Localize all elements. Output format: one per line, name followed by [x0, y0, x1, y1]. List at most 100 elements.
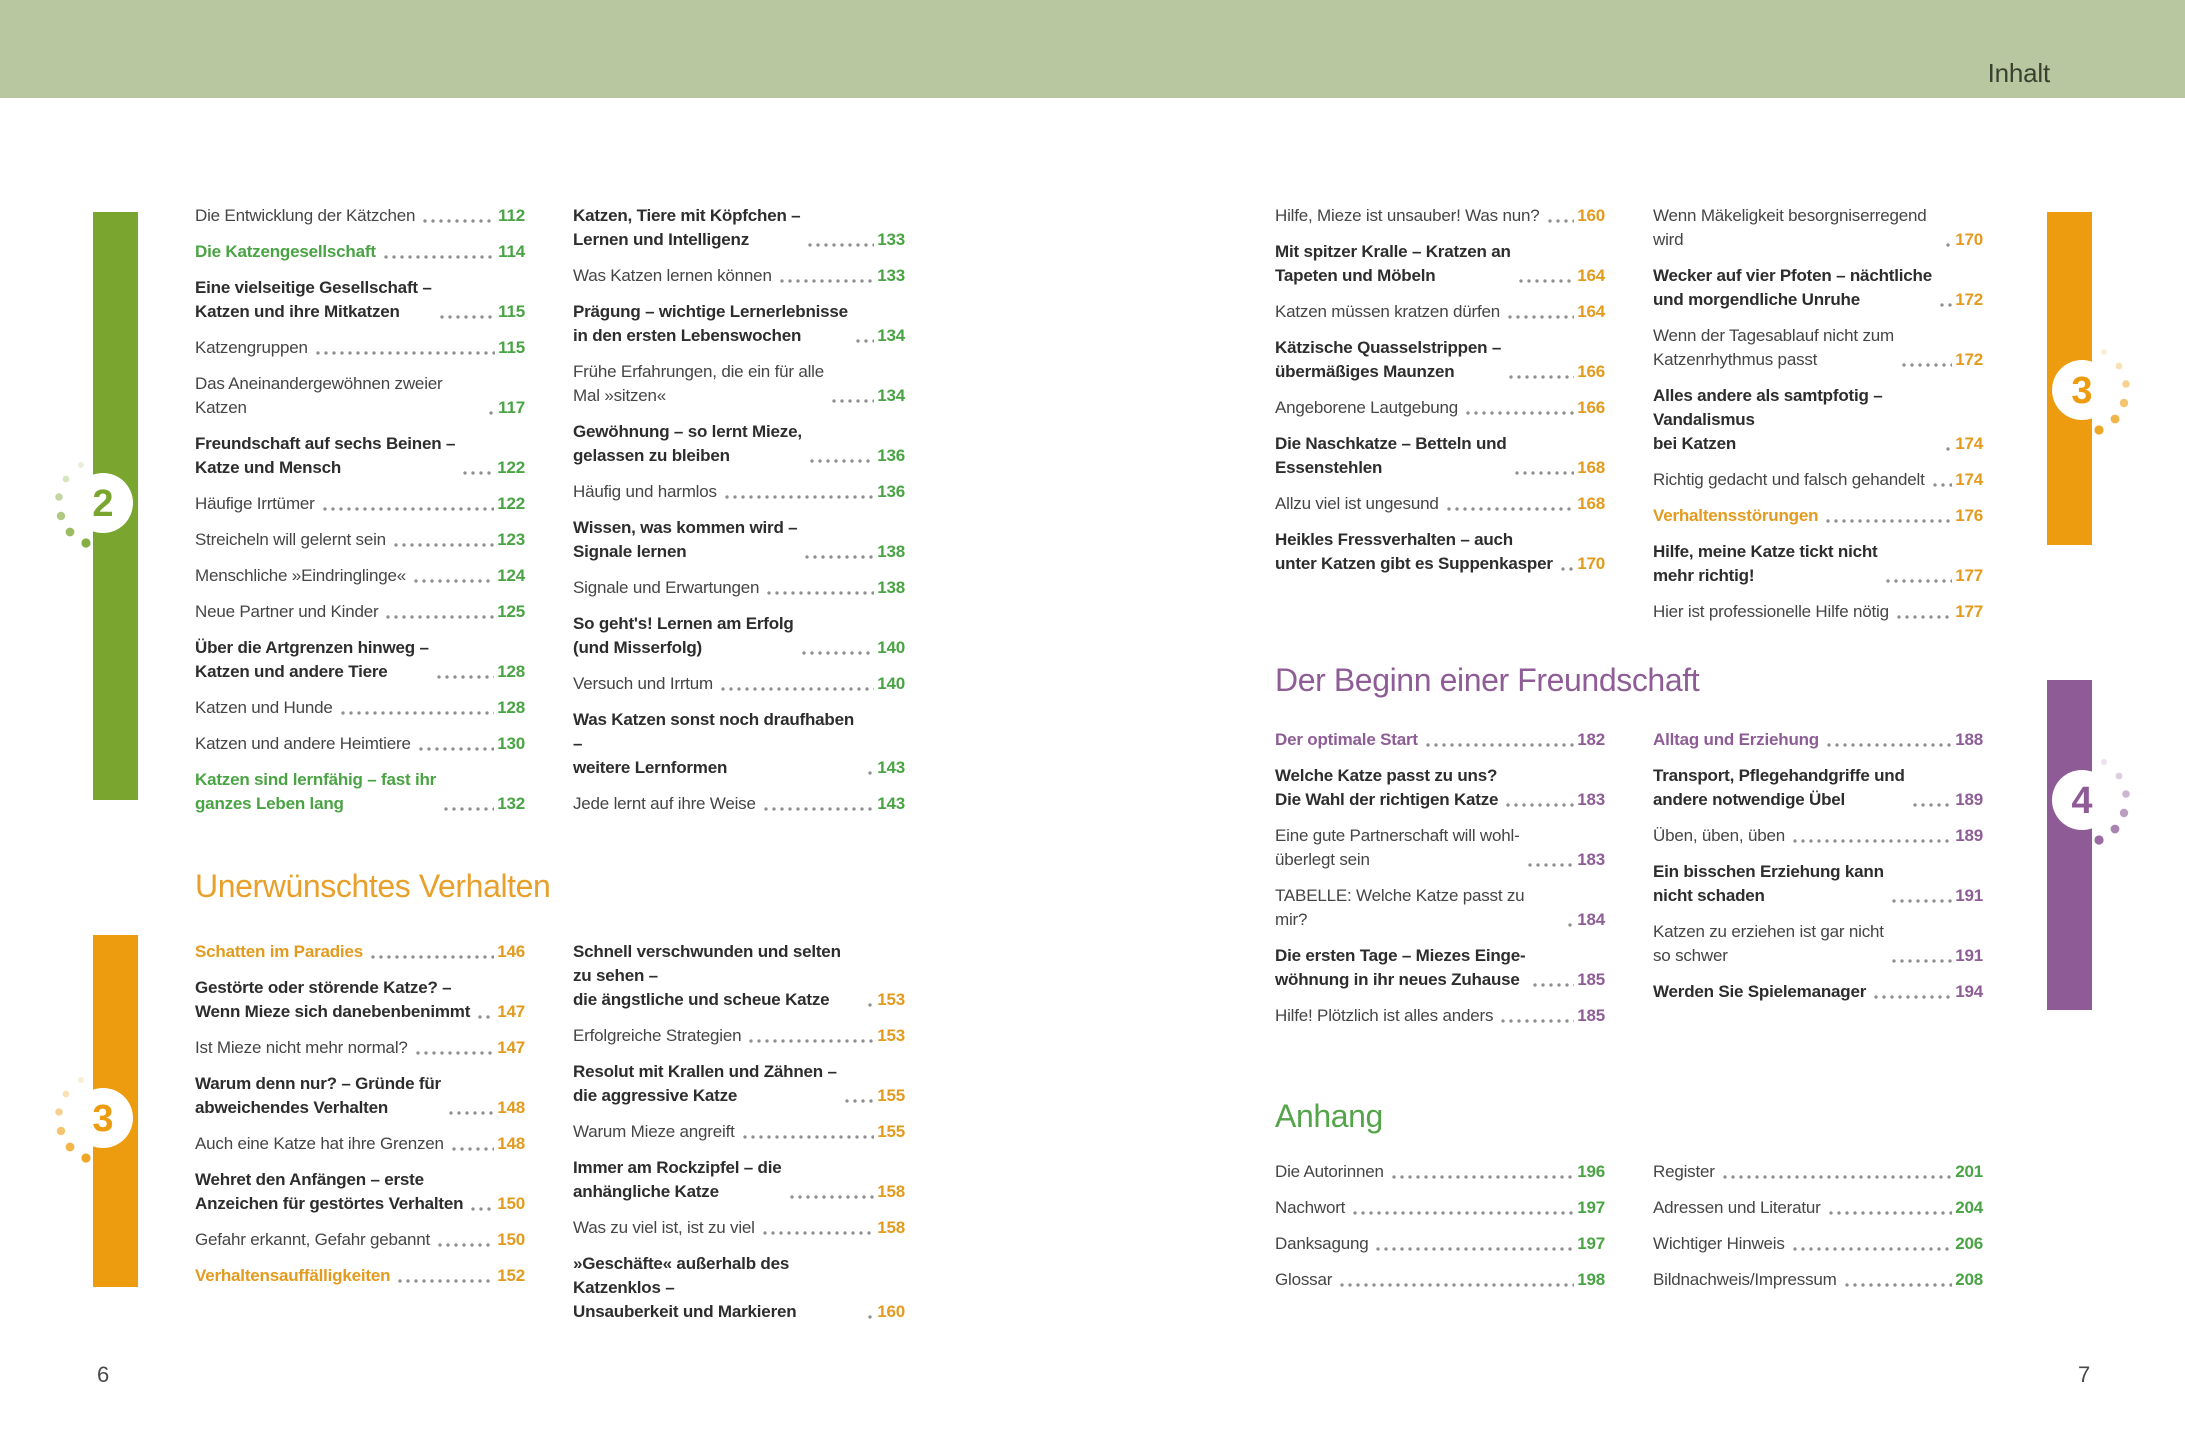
toc-entry-title: Katzengruppen [195, 338, 308, 357]
page-number: 117 [498, 398, 525, 417]
toc-entry: Schnell verschwunden und selten zu sehen… [573, 940, 905, 1012]
toc-entry: Gewöhnung – so lernt Mieze, gelassen zu … [573, 420, 905, 468]
toc-entry: Kätzische Quasselstrippen – übermäßiges … [1275, 336, 1605, 384]
dot-leader [487, 411, 496, 415]
dot-leader [1504, 803, 1575, 807]
toc-entry-title: Nachwort [1275, 1198, 1346, 1217]
toc-entry: Frühe Erfahrungen, die ein für alle Mal … [573, 360, 905, 408]
toc-entry: Welche Katze passt zu uns? Die Wahl der … [1275, 764, 1605, 812]
page-number: 130 [497, 734, 525, 753]
page-number: 115 [498, 338, 525, 357]
dot-leader [338, 711, 495, 715]
chapter-3-marker-left: 3 [55, 1077, 133, 1167]
toc-entry-title: Versuch und Irrtum [573, 674, 714, 693]
toc-entry: Neue Partner und Kinder 125 [195, 600, 525, 624]
toc-entry: Wenn Mäkeligkeit besorgniserregend wird 1… [1653, 204, 1983, 252]
dot-leader [1842, 1283, 1953, 1287]
toc-entry-title: Was Katzen lernen können [573, 266, 772, 285]
dot-leader [1525, 863, 1575, 867]
toc-entry: Freundschaft auf sechs Beinen – Katze un… [195, 432, 525, 480]
page-number: 188 [1955, 730, 1983, 749]
page-number: 183 [1577, 790, 1605, 809]
dot-leader [384, 615, 495, 619]
toc-column: Katzen, Tiere mit Köpfchen – Lernen und … [573, 204, 905, 828]
toc-entry-title: Bildnachweis/Impressum [1653, 1270, 1837, 1289]
dot-leader [320, 507, 495, 511]
dot-leader [1531, 983, 1575, 987]
toc-entry-title: Was zu viel ist, ist zu viel [573, 1218, 755, 1237]
toc-entry-title: Katzen sind lernfähig – fast ihr ganzes … [195, 770, 437, 813]
toc-entry-title: Schnell verschwunden und selten zu sehen… [573, 942, 841, 1009]
toc-entry-title: Katzen und andere Heimtiere [195, 734, 411, 753]
page-number: 112 [498, 206, 525, 225]
toc-column: Register 201 Adressen und Literatur 204 Wich… [1653, 1160, 1983, 1304]
toc-entry-title: Häufige Irrtümer [195, 494, 315, 513]
toc-entry: Erfolgreiche Strategien 153 [573, 1024, 905, 1048]
folio-right: 7 [2078, 1362, 2091, 1387]
page-number: 174 [1955, 434, 1983, 453]
toc-entry: Die ersten Tage – Miezes Einge- wöhnung … [1275, 944, 1605, 992]
page-number: 168 [1577, 494, 1605, 513]
page-number: 115 [498, 302, 525, 321]
toc-entry-title: Ist Mieze nicht mehr normal? [195, 1038, 408, 1057]
toc-entry: Hier ist professionelle Hilfe nötig 177 [1653, 600, 1983, 624]
toc-entry-title: Transport, Pflegehandgriffe und andere n… [1653, 766, 1905, 809]
toc-entry: Allzu viel ist ungesund 168 [1275, 492, 1605, 516]
dot-arc [55, 1077, 108, 1167]
dot-leader [1566, 923, 1575, 927]
toc-entry: Register 201 [1653, 1160, 1983, 1184]
toc-entry: Richtig gedacht und falsch gehandelt 174 [1653, 468, 1983, 492]
dot-leader [1463, 411, 1575, 415]
dot-leader [799, 651, 875, 655]
dot-leader [368, 955, 495, 959]
toc-entry: Bildnachweis/Impressum 208 [1653, 1268, 1983, 1292]
toc-entry-title: Über die Artgrenzen hinweg – Katzen und … [195, 638, 429, 681]
dot-leader [1507, 375, 1575, 379]
chapter-number: 3 [92, 1098, 113, 1140]
toc-entry-title: Katzen zu erziehen ist gar nicht so schw… [1653, 922, 1884, 965]
dot-leader [396, 1279, 495, 1283]
toc-entry: Die Katzengesellschaft 114 [195, 240, 525, 264]
toc-entry-title: Hilfe, Mieze ist unsauber! Was nun? [1275, 206, 1540, 225]
page-number: 150 [497, 1230, 525, 1249]
page-number: 196 [1577, 1162, 1605, 1181]
page-number: 191 [1955, 946, 1983, 965]
toc-entry: Nachwort 197 [1275, 1196, 1605, 1220]
toc-entry-title: Wecker auf vier Pfoten – nächtliche und … [1653, 266, 1932, 309]
dot-leader [1894, 615, 1953, 619]
toc-entry-title: Glossar [1275, 1270, 1333, 1289]
dot-leader [1944, 447, 1953, 451]
page-number: 133 [877, 230, 905, 249]
toc-entry-title: Signale und Erwartungen [573, 578, 760, 597]
page-number: 164 [1577, 302, 1605, 321]
toc-entry-title: Erfolgreiche Strategien [573, 1026, 742, 1045]
toc-entry: Katzen und andere Heimtiere 130 [195, 732, 525, 756]
page-number: 183 [1577, 850, 1605, 869]
toc-entry-title: Hilfe! Plötzlich ist alles anders [1275, 1006, 1494, 1025]
dot-leader [1889, 959, 1953, 963]
chapter-number: 2 [92, 483, 113, 525]
toc-entry: Über die Artgrenzen hinweg – Katzen und … [195, 636, 525, 684]
toc-column: Schnell verschwunden und selten zu sehen… [573, 940, 905, 1336]
toc-entry: Gefahr erkannt, Gefahr gebannt 150 [195, 1228, 525, 1252]
toc-entry: Katzen müssen kratzen dürfen 164 [1275, 300, 1605, 324]
dot-leader [1499, 1019, 1575, 1023]
chapter-number: 3 [2071, 370, 2092, 412]
page-number: 136 [877, 482, 905, 501]
toc-entry-title: Welche Katze passt zu uns? Die Wahl der … [1275, 766, 1499, 809]
dot-leader [1351, 1211, 1575, 1215]
page-number: 152 [497, 1266, 525, 1285]
toc-entry-title: Neue Partner und Kinder [195, 602, 379, 621]
toc-entry: Heikles Fressverhalten – auch unter Katz… [1275, 528, 1605, 576]
toc-entry-title: Werden Sie Spielemanager [1653, 982, 1867, 1001]
dot-leader [787, 1195, 875, 1199]
toc-entry-title: Alles andere als samtpfotig – Vandalismu… [1653, 386, 1883, 453]
page-number: 191 [1955, 886, 1983, 905]
toc-entry-title: Wissen, was kommen wird – Signale lernen [573, 518, 798, 561]
toc-entry-title: Eine gute Partnerschaft will wohl- überl… [1275, 826, 1520, 869]
page-number: 153 [877, 1026, 905, 1045]
dot-leader [803, 555, 875, 559]
toc-entry-title: Katzen, Tiere mit Köpfchen – Lernen und … [573, 206, 801, 249]
page-number: 185 [1577, 970, 1605, 989]
page-number: 136 [877, 446, 905, 465]
